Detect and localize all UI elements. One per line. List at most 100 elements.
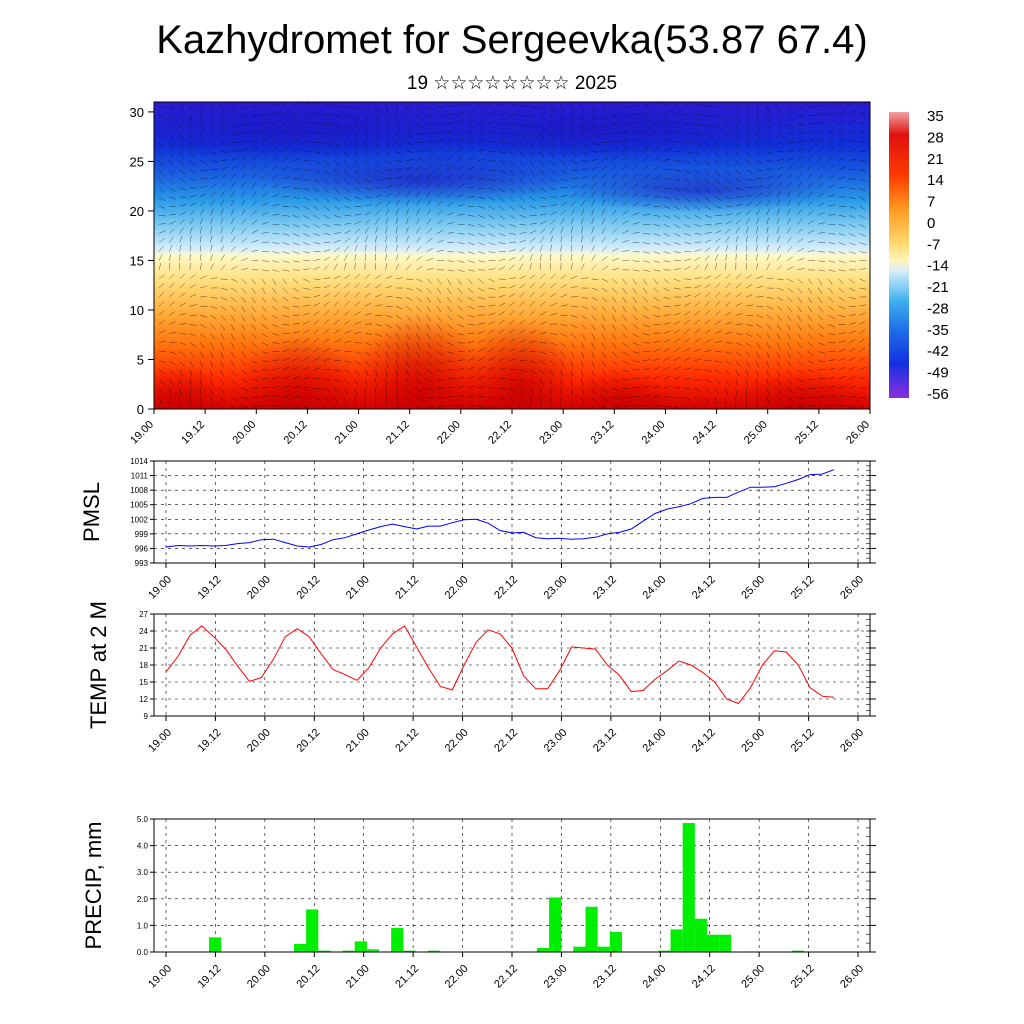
wind-vector bbox=[766, 168, 774, 170]
wind-vector bbox=[261, 164, 268, 170]
wind-vector bbox=[570, 360, 574, 368]
wind-vector bbox=[694, 397, 700, 403]
wind-vector bbox=[478, 102, 485, 107]
wind-vector bbox=[169, 360, 176, 365]
wind-vector bbox=[632, 129, 639, 134]
wind-vector bbox=[756, 192, 763, 198]
wind-vector bbox=[385, 151, 392, 157]
wind-vector bbox=[591, 264, 597, 270]
wind-vector bbox=[426, 200, 431, 207]
wind-vector bbox=[838, 176, 846, 180]
wind-vector bbox=[766, 360, 770, 368]
wind-vector bbox=[704, 114, 712, 117]
precip-bar bbox=[694, 918, 707, 952]
wind-vector bbox=[436, 306, 442, 313]
wind-vector bbox=[210, 360, 213, 368]
wind-vector bbox=[859, 140, 867, 143]
wind-vector bbox=[838, 340, 846, 343]
wind-vector bbox=[200, 193, 207, 198]
wind-vector bbox=[354, 169, 360, 176]
wind-vector bbox=[612, 406, 620, 408]
wind-vector bbox=[601, 246, 607, 252]
wind-vector bbox=[406, 296, 413, 301]
wind-vector bbox=[385, 262, 388, 270]
wind-vector bbox=[632, 386, 640, 389]
wind-vector bbox=[354, 397, 356, 405]
wind-vector bbox=[189, 244, 191, 252]
wind-vector bbox=[539, 160, 545, 167]
wind-vector bbox=[715, 310, 721, 316]
wind-vector bbox=[714, 406, 716, 409]
wind-vector bbox=[550, 244, 553, 252]
wind-vector bbox=[694, 205, 701, 211]
wind-vector bbox=[642, 128, 649, 134]
wind-vector bbox=[622, 173, 628, 179]
wind-vector bbox=[333, 133, 341, 138]
y-tick-label: 5 bbox=[137, 352, 144, 367]
wind-vector bbox=[416, 378, 422, 385]
wind-vector bbox=[220, 254, 225, 261]
wind-vector bbox=[323, 224, 331, 227]
wind-vector bbox=[199, 209, 205, 216]
wind-vector bbox=[354, 142, 359, 149]
wind-vector bbox=[395, 133, 401, 139]
wind-vector bbox=[457, 137, 464, 143]
wind-vector bbox=[467, 138, 474, 143]
wind-vector bbox=[797, 140, 805, 143]
wind-vector bbox=[313, 233, 321, 237]
wind-vector bbox=[416, 217, 420, 225]
wind-vector bbox=[663, 314, 671, 316]
wind-vector bbox=[436, 287, 442, 294]
wind-vector bbox=[292, 376, 300, 380]
wind-vector bbox=[313, 287, 321, 289]
x-tick-label: 21.12 bbox=[393, 963, 421, 991]
wind-vector bbox=[158, 274, 165, 280]
wind-vector bbox=[622, 369, 630, 373]
wind-vector bbox=[282, 341, 290, 343]
wind-vector bbox=[220, 235, 224, 243]
wind-vector bbox=[704, 123, 712, 128]
wind-vector bbox=[169, 397, 171, 405]
wind-vector bbox=[529, 205, 537, 209]
wind-vector bbox=[220, 217, 224, 225]
wind-vector bbox=[859, 387, 867, 389]
wind-vector bbox=[364, 142, 369, 149]
wind-vector bbox=[313, 205, 320, 211]
wind-vector bbox=[581, 142, 588, 147]
colorbar bbox=[889, 112, 909, 398]
wind-vector bbox=[272, 251, 280, 254]
wind-vector bbox=[344, 310, 350, 316]
x-tick-label: 23.00 bbox=[537, 419, 565, 447]
wind-vector bbox=[642, 120, 650, 125]
wind-vector bbox=[550, 283, 556, 289]
precip-bar bbox=[209, 937, 222, 952]
wind-vector bbox=[612, 156, 618, 161]
precip-bar bbox=[306, 909, 319, 952]
wind-vector bbox=[303, 233, 310, 237]
wind-vector bbox=[158, 360, 166, 363]
wind-vector bbox=[467, 147, 475, 152]
wind-vector bbox=[416, 157, 423, 161]
wind-vector bbox=[694, 277, 702, 280]
wind-vector bbox=[766, 397, 770, 404]
wind-vector bbox=[498, 160, 506, 164]
wind-vector bbox=[632, 222, 640, 225]
wind-vector bbox=[684, 347, 691, 352]
wind-vector bbox=[818, 360, 826, 362]
wind-vector bbox=[488, 140, 496, 143]
wind-vector bbox=[478, 242, 485, 246]
wind-vector bbox=[179, 302, 186, 307]
wind-vector bbox=[158, 178, 164, 185]
wind-vector bbox=[529, 330, 537, 334]
wind-vector bbox=[869, 178, 870, 180]
wind-vector bbox=[735, 302, 743, 307]
wind-vector bbox=[797, 268, 805, 271]
wind-vector bbox=[818, 155, 824, 161]
wind-vector bbox=[612, 114, 619, 118]
wind-vector bbox=[447, 324, 453, 329]
wind-vector bbox=[591, 159, 599, 161]
wind-vector bbox=[818, 183, 824, 189]
wind-vector bbox=[653, 296, 660, 302]
wind-vector bbox=[849, 305, 857, 308]
wind-vector bbox=[478, 330, 485, 334]
